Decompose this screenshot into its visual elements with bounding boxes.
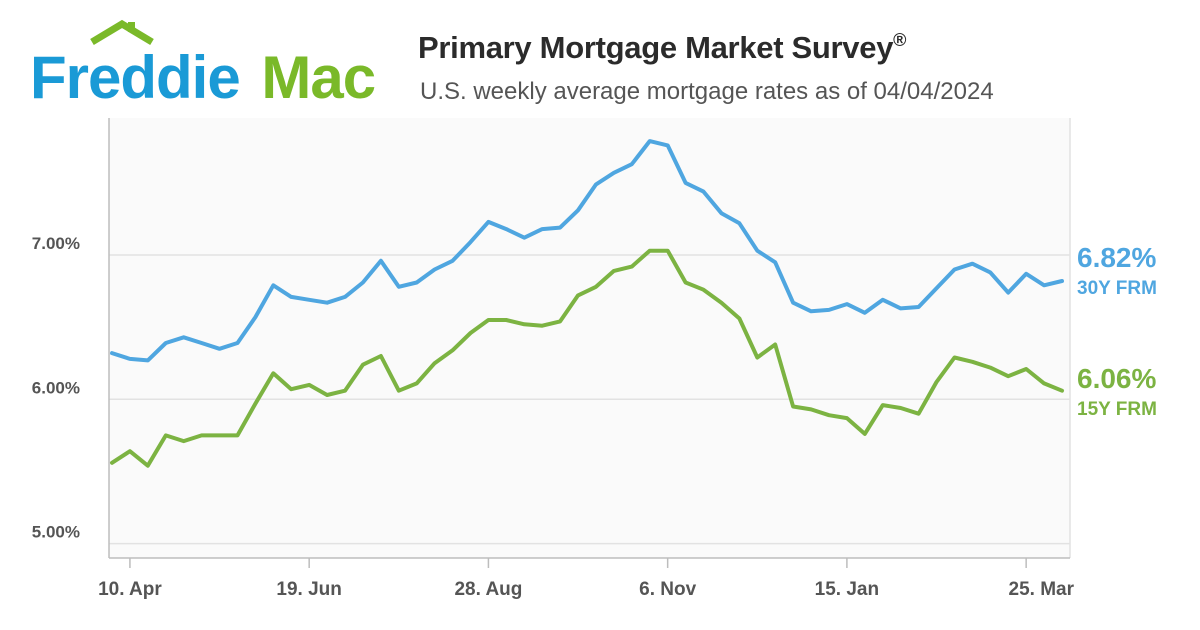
- y-tick-label: 5.00%: [32, 523, 80, 542]
- plot-area: [109, 118, 1070, 558]
- registered-mark: ®: [893, 30, 907, 50]
- logo-chimney-icon: [128, 22, 135, 32]
- x-tick-label: 19. Jun: [276, 579, 341, 600]
- chart-labels: 6.82% 30Y FRM 6.06% 15Y FRM: [1077, 242, 1157, 420]
- logo-roof-icon: [90, 19, 154, 46]
- y-tick-label: 7.00%: [32, 234, 80, 253]
- x-tick-label: 15. Jan: [815, 579, 879, 600]
- grid-lines: [109, 254, 1070, 545]
- series-line-30y-frm: [110, 139, 1064, 363]
- axes: 5.00% 6.00% 7.00% 10. Apr 19. Jun 28. Aug 6. N…: [32, 118, 1075, 600]
- x-tick-label: 6. Nov: [639, 579, 696, 600]
- series-end-value: 6.82%: [1077, 242, 1156, 273]
- series-name-label: 15Y FRM: [1077, 399, 1157, 420]
- y-tick-label: 6.00%: [32, 378, 80, 397]
- series-end-value: 6.06%: [1077, 363, 1156, 394]
- x-tick-label: 10. Apr: [98, 579, 162, 600]
- logo-text-freddie: Freddie: [30, 44, 240, 108]
- chart-title: Primary Mortgage Market Survey®: [418, 30, 906, 66]
- chart-title-text: Primary Mortgage Market Survey: [418, 30, 894, 65]
- x-tick-label: 25. Mar: [1009, 579, 1075, 600]
- series-line-15y-frm: [110, 248, 1064, 468]
- freddie-mac-logo: Freddie Mac: [30, 19, 376, 108]
- chart-subtitle: U.S. weekly average mortgage rates as of…: [420, 78, 994, 105]
- mortgage-rate-chart: 5.00% 6.00% 7.00% 10. Apr 19. Jun 28. Aug 6. N…: [32, 118, 1157, 600]
- series-lines: [110, 139, 1064, 468]
- logo-text-mac: Mac: [261, 44, 375, 108]
- x-tick-label: 28. Aug: [454, 579, 522, 600]
- svg-text:Freddie Mac: Freddie Mac: [30, 44, 375, 108]
- series-name-label: 30Y FRM: [1077, 278, 1157, 299]
